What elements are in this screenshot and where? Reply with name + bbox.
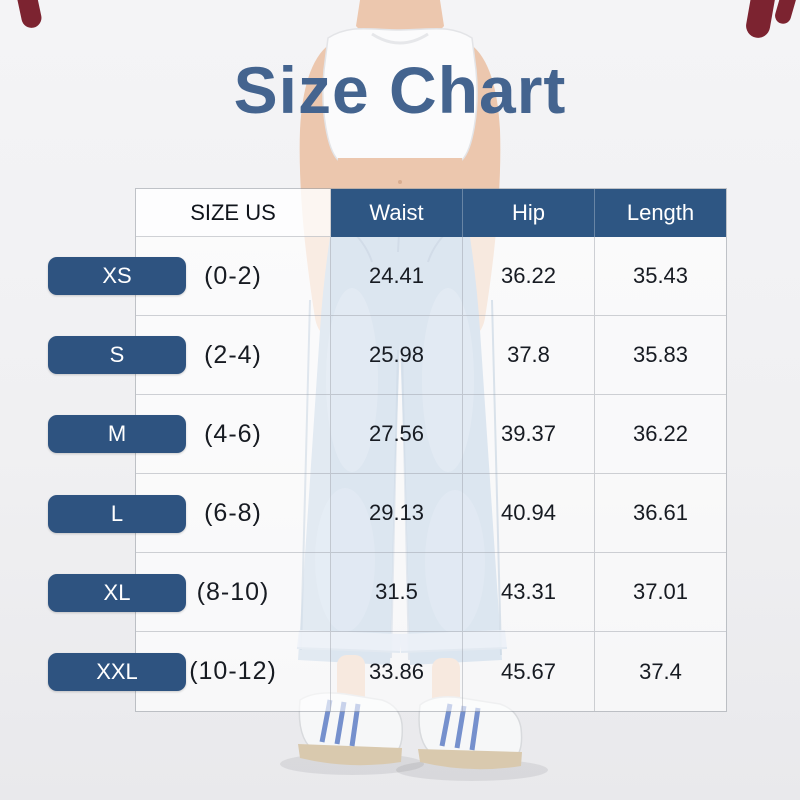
size-pill-m: M bbox=[48, 415, 186, 454]
cell-length: 36.22 bbox=[595, 395, 726, 474]
column-header-length: Length bbox=[595, 189, 726, 237]
cell-length: 36.61 bbox=[595, 474, 726, 553]
size-pill-l: L bbox=[48, 494, 186, 533]
cell-hip: 39.37 bbox=[463, 395, 595, 474]
size-table: SIZE US Waist Hip Length (0-2) 24.41 36.… bbox=[135, 188, 727, 712]
size-pill-xs: XS bbox=[48, 256, 186, 295]
cell-waist: 27.56 bbox=[331, 395, 463, 474]
cell-waist: 24.41 bbox=[331, 237, 463, 316]
cell-hip: 43.31 bbox=[463, 553, 595, 632]
size-pill-xxl: XXL bbox=[48, 653, 186, 692]
cell-hip: 37.8 bbox=[463, 316, 595, 395]
cell-hip: 36.22 bbox=[463, 237, 595, 316]
cell-length: 37.01 bbox=[595, 553, 726, 632]
column-header-size-us: SIZE US bbox=[136, 189, 331, 237]
cell-waist: 33.86 bbox=[331, 632, 463, 711]
cell-waist: 31.5 bbox=[331, 553, 463, 632]
cell-waist: 25.98 bbox=[331, 316, 463, 395]
size-pill-s: S bbox=[48, 335, 186, 374]
column-header-hip: Hip bbox=[463, 189, 595, 237]
cell-length: 37.4 bbox=[595, 632, 726, 711]
cell-length: 35.43 bbox=[595, 237, 726, 316]
cell-waist: 29.13 bbox=[331, 474, 463, 553]
cell-hip: 40.94 bbox=[463, 474, 595, 553]
size-pill-xl: XL bbox=[48, 573, 186, 612]
size-pill-column: XS S M L XL XXL bbox=[48, 236, 186, 712]
cell-hip: 45.67 bbox=[463, 632, 595, 711]
column-header-waist: Waist bbox=[331, 189, 463, 237]
page-title: Size Chart bbox=[233, 53, 567, 127]
cell-length: 35.83 bbox=[595, 316, 726, 395]
